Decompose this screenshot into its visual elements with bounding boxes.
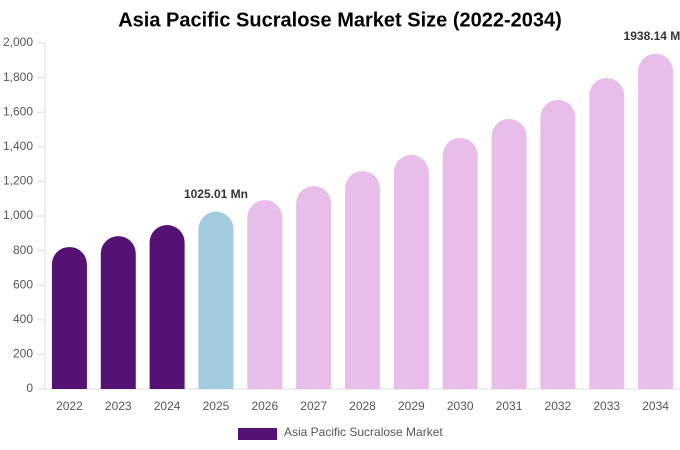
x-tick-label: 2025: [203, 399, 230, 413]
x-tick-label: 2026: [251, 399, 278, 413]
x-tick-label: 2029: [398, 399, 425, 413]
x-tick-label: 2023: [105, 399, 132, 413]
x-tick-label: 2027: [300, 399, 327, 413]
x-tick-label: 2022: [56, 399, 83, 413]
x-tick-label: 2028: [349, 399, 376, 413]
y-tick-label: 0: [26, 381, 33, 395]
y-tick-label: 200: [13, 347, 33, 361]
x-tick-label: 2032: [545, 399, 572, 413]
y-tick-label: 600: [13, 277, 33, 291]
bar: [247, 200, 283, 389]
y-tick-label: 1,200: [3, 174, 33, 188]
bar: [589, 77, 625, 390]
bar: [100, 236, 136, 389]
y-tick-label: 2,000: [3, 35, 33, 49]
bar: [51, 246, 87, 389]
y-tick-label: 400: [13, 312, 33, 326]
chart-title: Asia Pacific Sucralose Market Size (2022…: [118, 9, 562, 31]
x-tick-label: 2024: [154, 399, 181, 413]
y-tick-label: 1,400: [3, 139, 33, 153]
x-tick-label: 2030: [447, 399, 474, 413]
x-tick-label: 2031: [496, 399, 523, 413]
bar: [638, 53, 674, 389]
bar: [442, 137, 478, 389]
bar: [296, 186, 332, 389]
y-tick-label: 1,600: [3, 104, 33, 118]
bar: [540, 99, 576, 390]
x-tick-label: 2034: [642, 399, 669, 413]
y-tick-label: 800: [13, 243, 33, 257]
x-tick-label: 2033: [593, 399, 620, 413]
bar: [149, 224, 185, 389]
data-label: 1938.14 Mn: [624, 29, 680, 43]
bar: [198, 211, 234, 389]
bar: [345, 171, 380, 389]
y-tick-label: 1,000: [3, 208, 33, 222]
y-tick-label: 1,800: [3, 70, 33, 84]
bar: [393, 154, 429, 389]
legend-label: Asia Pacific Sucralose Market: [284, 425, 443, 439]
data-label: 1025.01 Mn: [184, 187, 248, 201]
bar: [491, 118, 527, 389]
legend-swatch: [238, 428, 277, 440]
